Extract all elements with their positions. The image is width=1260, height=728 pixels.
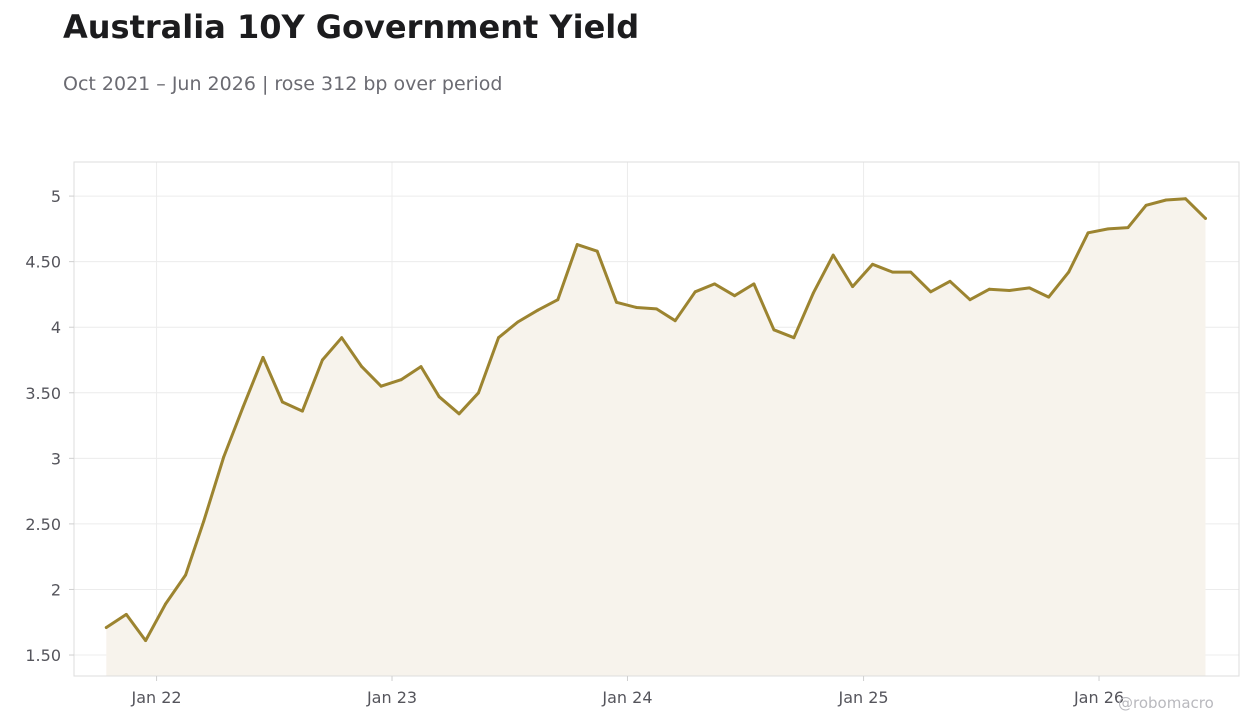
- data-point: [379, 384, 383, 388]
- data-point: [556, 298, 560, 302]
- plot-frame: [73, 161, 1240, 677]
- data-point: [891, 270, 894, 274]
- data-point: [1184, 197, 1187, 201]
- data-point: [615, 300, 618, 304]
- chart-subtitle: Oct 2021 – Jun 2026 | rose 312 bp over p…: [63, 73, 503, 95]
- data-point: [1086, 231, 1090, 235]
- data-point: [733, 294, 736, 298]
- data-point: [301, 409, 304, 413]
- data-point: [968, 298, 972, 302]
- x-tick-label: Jan 22: [131, 688, 182, 707]
- data-point: [536, 308, 540, 312]
- data-point: [851, 285, 854, 288]
- data-point: [575, 243, 579, 247]
- data-point: [929, 290, 933, 294]
- data-point: [164, 602, 168, 606]
- data-point: [1106, 227, 1110, 231]
- data-point: [104, 626, 108, 629]
- y-tick-label: 3: [51, 449, 61, 468]
- y-tick-label: 3.50: [25, 384, 61, 403]
- data-point: [655, 307, 658, 311]
- data-point: [360, 365, 364, 368]
- y-tick-label: 4.50: [25, 253, 61, 272]
- y-tick-label: 1.50: [25, 646, 61, 665]
- data-point: [437, 395, 441, 399]
- data-point: [281, 400, 284, 404]
- data-point: [831, 253, 835, 257]
- data-point: [144, 639, 148, 642]
- x-tick-label: Jan 25: [838, 688, 889, 707]
- y-tick-label: 2.50: [25, 515, 61, 534]
- x-axis-ticks: Jan 22 Jan 23 Jan 24 Jan 25 Jan 26: [131, 676, 1124, 707]
- data-point: [988, 287, 991, 291]
- data-point: [340, 336, 344, 340]
- data-point: [1204, 217, 1207, 220]
- data-point: [184, 573, 188, 577]
- data-point: [673, 319, 677, 323]
- data-point: [516, 320, 520, 324]
- data-point: [792, 336, 796, 340]
- data-point: [772, 328, 776, 332]
- data-point: [497, 336, 500, 340]
- chart-title: Australia 10Y Government Yield: [63, 8, 640, 46]
- data-point: [321, 358, 324, 362]
- data-point: [1047, 295, 1051, 299]
- data-point: [399, 378, 403, 382]
- y-axis-ticks: 1.50 2 2.50 3 3.50 4 4.50 5: [25, 187, 74, 665]
- data-point: [1164, 198, 1168, 202]
- data-point: [457, 412, 461, 416]
- data-point: [477, 391, 480, 395]
- data-point: [1008, 289, 1011, 292]
- y-tick-label: 4: [51, 318, 61, 337]
- data-point: [693, 290, 697, 294]
- x-tick-label: Jan 24: [601, 688, 652, 707]
- data-point: [595, 249, 599, 253]
- data-point: [811, 291, 815, 295]
- data-point: [752, 282, 756, 286]
- data-point: [948, 279, 952, 283]
- y-tick-label: 2: [51, 580, 61, 599]
- data-point: [909, 270, 913, 274]
- data-point: [261, 356, 265, 359]
- data-point: [202, 519, 206, 523]
- data-point: [1144, 203, 1148, 207]
- data-point: [1028, 286, 1031, 290]
- data-point: [222, 455, 226, 459]
- data-point: [1126, 226, 1130, 230]
- yield-area-fill: [106, 198, 1206, 676]
- x-tick-label: Jan 23: [366, 688, 417, 707]
- data-point: [419, 365, 423, 368]
- data-points: [104, 197, 1207, 642]
- data-point: [635, 306, 638, 309]
- data-point: [871, 262, 874, 266]
- data-point: [241, 405, 245, 409]
- x-tick-label: Jan 26: [1073, 688, 1124, 707]
- data-point: [124, 613, 128, 616]
- watermark: @robomacro: [1118, 694, 1214, 712]
- y-tick-label: 5: [51, 187, 61, 206]
- data-point: [1067, 270, 1071, 274]
- data-point: [713, 282, 716, 286]
